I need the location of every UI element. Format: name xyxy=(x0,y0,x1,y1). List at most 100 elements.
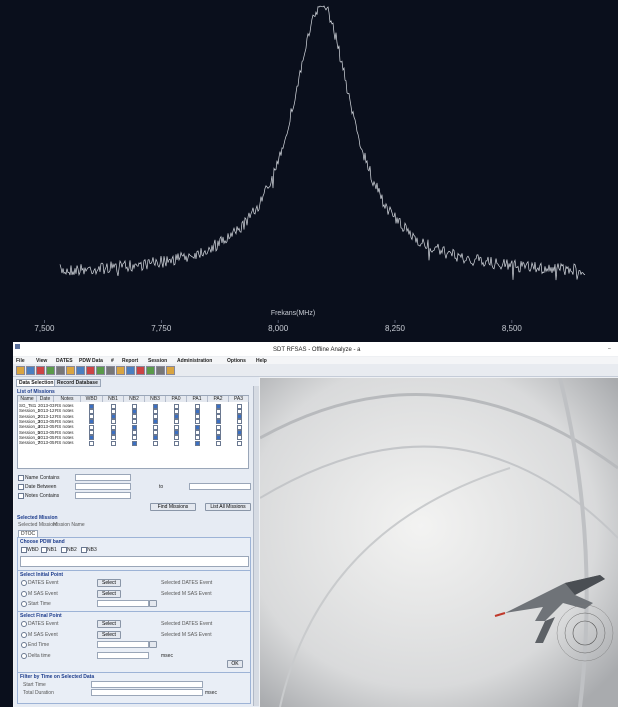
toolbar-button[interactable] xyxy=(86,366,95,375)
toolbar-button[interactable] xyxy=(96,366,105,375)
table-checkbox[interactable] xyxy=(174,424,179,430)
filter-checkbox[interactable] xyxy=(18,484,24,490)
toolbar-button[interactable] xyxy=(66,366,75,375)
table-checkbox[interactable] xyxy=(111,424,116,430)
time-input[interactable] xyxy=(97,651,149,659)
toolbar-button[interactable] xyxy=(126,366,135,375)
filter-input[interactable] xyxy=(75,492,131,499)
table-checkbox[interactable] xyxy=(195,403,200,409)
table-checkbox[interactable] xyxy=(89,403,94,409)
toolbar-button[interactable] xyxy=(156,366,165,375)
table-checkbox[interactable] xyxy=(195,440,200,446)
table-checkbox[interactable] xyxy=(174,435,179,441)
table-checkbox[interactable] xyxy=(237,435,242,441)
band-checkbox[interactable] xyxy=(61,547,67,553)
table-checkbox[interactable] xyxy=(216,435,221,441)
toolbar-button[interactable] xyxy=(46,366,55,375)
table-checkbox[interactable] xyxy=(153,435,158,441)
toolbar-button[interactable] xyxy=(146,366,155,375)
scrollbar[interactable] xyxy=(253,386,259,706)
table-checkbox[interactable] xyxy=(153,414,158,420)
table-checkbox[interactable] xyxy=(132,408,137,414)
table-checkbox[interactable] xyxy=(153,440,158,446)
table-checkbox[interactable] xyxy=(89,414,94,420)
menu-item[interactable]: File xyxy=(16,358,25,364)
table-checkbox[interactable] xyxy=(174,408,179,414)
table-checkbox[interactable] xyxy=(89,435,94,441)
table-checkbox[interactable] xyxy=(111,435,116,441)
table-checkbox[interactable] xyxy=(174,414,179,420)
toolbar-button[interactable] xyxy=(76,366,85,375)
filter-checkbox[interactable] xyxy=(18,475,24,481)
calendar-button[interactable] xyxy=(149,641,157,648)
toolbar-button[interactable] xyxy=(16,366,25,375)
toolbar-button[interactable] xyxy=(166,366,175,375)
duration-input[interactable] xyxy=(91,689,203,696)
table-checkbox[interactable] xyxy=(216,414,221,420)
table-checkbox[interactable] xyxy=(216,430,221,435)
table-checkbox[interactable] xyxy=(89,440,94,446)
table-checkbox[interactable] xyxy=(174,440,179,446)
table-checkbox[interactable] xyxy=(111,414,116,420)
select-button[interactable]: Select xyxy=(97,620,121,628)
table-checkbox[interactable] xyxy=(216,419,221,425)
table-checkbox[interactable] xyxy=(216,440,221,446)
time-input[interactable] xyxy=(97,641,149,648)
table-checkbox[interactable] xyxy=(237,419,242,425)
table-checkbox[interactable] xyxy=(195,419,200,425)
table-checkbox[interactable] xyxy=(174,403,179,409)
table-checkbox[interactable] xyxy=(153,424,158,430)
menu-item[interactable]: DATES xyxy=(56,358,73,364)
table-checkbox[interactable] xyxy=(195,408,200,414)
table-checkbox[interactable] xyxy=(89,408,94,414)
window-controls[interactable]: – xyxy=(608,346,611,352)
radio[interactable] xyxy=(21,601,27,607)
toolbar-button[interactable] xyxy=(26,366,35,375)
band-checkbox[interactable] xyxy=(41,547,47,553)
table-checkbox[interactable] xyxy=(89,430,94,435)
radio[interactable] xyxy=(21,621,27,627)
filter-checkbox[interactable] xyxy=(18,493,24,499)
table-checkbox[interactable] xyxy=(132,440,137,446)
calendar-button[interactable] xyxy=(149,600,157,607)
filter-input[interactable] xyxy=(75,474,131,481)
time-input[interactable] xyxy=(97,600,149,607)
tab[interactable]: Record Database xyxy=(54,379,101,387)
start-time-input[interactable] xyxy=(91,681,203,688)
radio[interactable] xyxy=(21,590,27,597)
table-checkbox[interactable] xyxy=(132,414,137,420)
toolbar-button[interactable] xyxy=(136,366,145,375)
table-checkbox[interactable] xyxy=(153,430,158,435)
select-button[interactable]: Select xyxy=(97,589,121,598)
menu-item[interactable]: PDW Data xyxy=(79,358,103,364)
table-checkbox[interactable] xyxy=(195,414,200,420)
table-checkbox[interactable] xyxy=(237,424,242,430)
select-button[interactable]: Select xyxy=(97,579,121,587)
table-checkbox[interactable] xyxy=(153,419,158,425)
table-checkbox[interactable] xyxy=(111,430,116,435)
table-checkbox[interactable] xyxy=(132,435,137,441)
radio[interactable] xyxy=(21,652,27,659)
table-checkbox[interactable] xyxy=(237,403,242,409)
filter-input[interactable] xyxy=(75,483,131,490)
select-button[interactable]: Select xyxy=(97,630,121,639)
table-checkbox[interactable] xyxy=(132,403,137,409)
table-checkbox[interactable] xyxy=(89,424,94,430)
menu-item[interactable]: # xyxy=(111,358,114,364)
table-checkbox[interactable] xyxy=(195,435,200,441)
find-missions-button[interactable]: Find Missions xyxy=(150,503,196,511)
table-checkbox[interactable] xyxy=(153,408,158,414)
menu-item[interactable]: Administration xyxy=(177,358,213,364)
table-checkbox[interactable] xyxy=(132,430,137,435)
radio[interactable] xyxy=(21,631,27,638)
table-checkbox[interactable] xyxy=(237,408,242,414)
table-checkbox[interactable] xyxy=(174,419,179,425)
table-checkbox[interactable] xyxy=(111,419,116,425)
table-checkbox[interactable] xyxy=(153,403,158,409)
radio[interactable] xyxy=(21,580,27,586)
table-checkbox[interactable] xyxy=(111,440,116,446)
table-checkbox[interactable] xyxy=(174,430,179,435)
radio[interactable] xyxy=(21,642,27,648)
table-checkbox[interactable] xyxy=(132,419,137,425)
table-checkbox[interactable] xyxy=(216,403,221,409)
